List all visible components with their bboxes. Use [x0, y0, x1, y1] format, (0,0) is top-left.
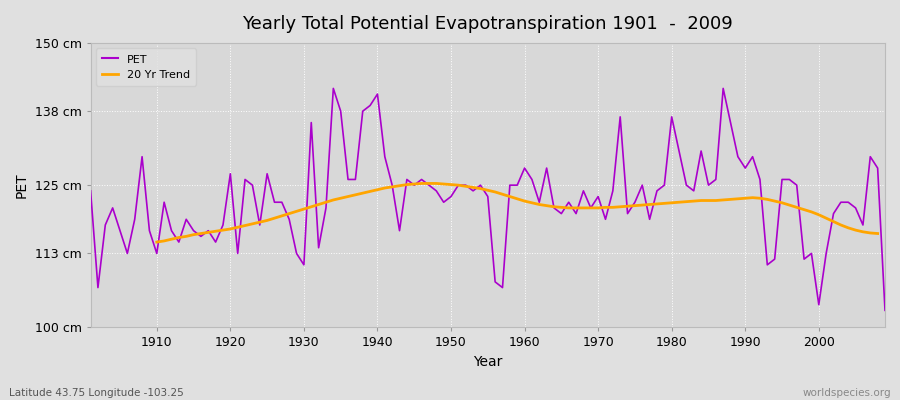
Title: Yearly Total Potential Evapotranspiration 1901  -  2009: Yearly Total Potential Evapotranspiratio… [242, 15, 734, 33]
Y-axis label: PET: PET [15, 172, 29, 198]
X-axis label: Year: Year [473, 355, 502, 369]
Legend: PET, 20 Yr Trend: PET, 20 Yr Trend [96, 48, 196, 86]
Text: worldspecies.org: worldspecies.org [803, 388, 891, 398]
Text: Latitude 43.75 Longitude -103.25: Latitude 43.75 Longitude -103.25 [9, 388, 184, 398]
